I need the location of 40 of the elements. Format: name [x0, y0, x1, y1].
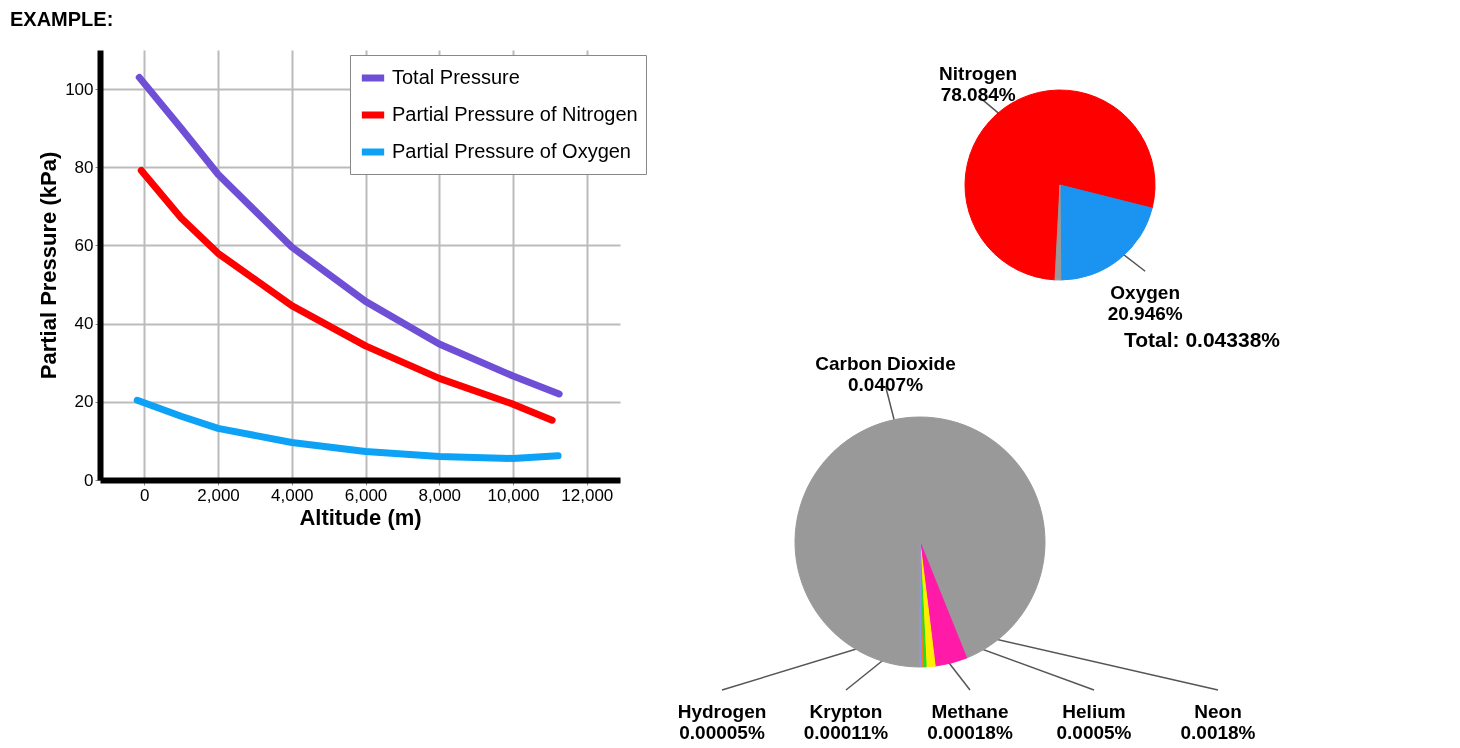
y-tick-label: 40	[74, 314, 94, 334]
y-tick-label: 20	[74, 392, 94, 412]
data-label: 0.0005%	[1056, 722, 1132, 743]
data-label: 78.084%	[940, 84, 1016, 106]
data-label: 0.0407%	[848, 374, 924, 396]
x-axis-title: Altitude (m)	[299, 504, 422, 530]
data-label: 20.946%	[1107, 303, 1183, 325]
x-tick-label: 4,000	[271, 485, 314, 505]
pie-slice	[919, 541, 968, 667]
slice-label: Helium	[1062, 701, 1126, 722]
slice-label: Neon	[1194, 701, 1242, 722]
x-tick-label: 12,000	[561, 485, 614, 505]
y-tick-label: 100	[65, 79, 94, 99]
pie-slice	[1054, 184, 1062, 281]
y-axis-title: Partial Pressure (kPa)	[36, 151, 62, 380]
pie-slice	[794, 416, 1046, 668]
x-tick-label: 0	[140, 485, 150, 505]
data-label: 0.0018%	[1180, 722, 1256, 743]
x-tick-label: 10,000	[487, 485, 540, 505]
slice-label: Krypton	[809, 701, 883, 722]
pie-slice	[1059, 184, 1153, 281]
y-tick-label: 0	[84, 470, 94, 490]
slice-label: Carbon Dioxide	[815, 353, 956, 375]
x-tick-label: 6,000	[344, 485, 388, 505]
slice-label: Oxygen	[1110, 282, 1181, 304]
y-tick-label: 60	[74, 235, 94, 255]
y-tick-label: 80	[74, 157, 94, 177]
data-label: 0.00011%	[803, 722, 889, 743]
legend-label: Total Pressure	[392, 66, 520, 88]
data-label: 0.00018%	[927, 722, 1013, 743]
slice-label: Nitrogen	[939, 63, 1018, 85]
legend-label: Partial Pressure of Nitrogen	[392, 103, 638, 125]
x-tick-label: 8,000	[418, 485, 462, 505]
chart-title: Total: 0.04338%	[1123, 328, 1281, 352]
text: EXAMPLE:	[10, 8, 114, 30]
x-tick-label: 2,000	[197, 485, 240, 505]
slice-label: Methane	[931, 701, 1009, 722]
legend-label: Partial Pressure of Oxygen	[392, 140, 631, 162]
data-label: 0.00005%	[679, 722, 765, 743]
slice-label: Hydrogen	[677, 701, 767, 722]
